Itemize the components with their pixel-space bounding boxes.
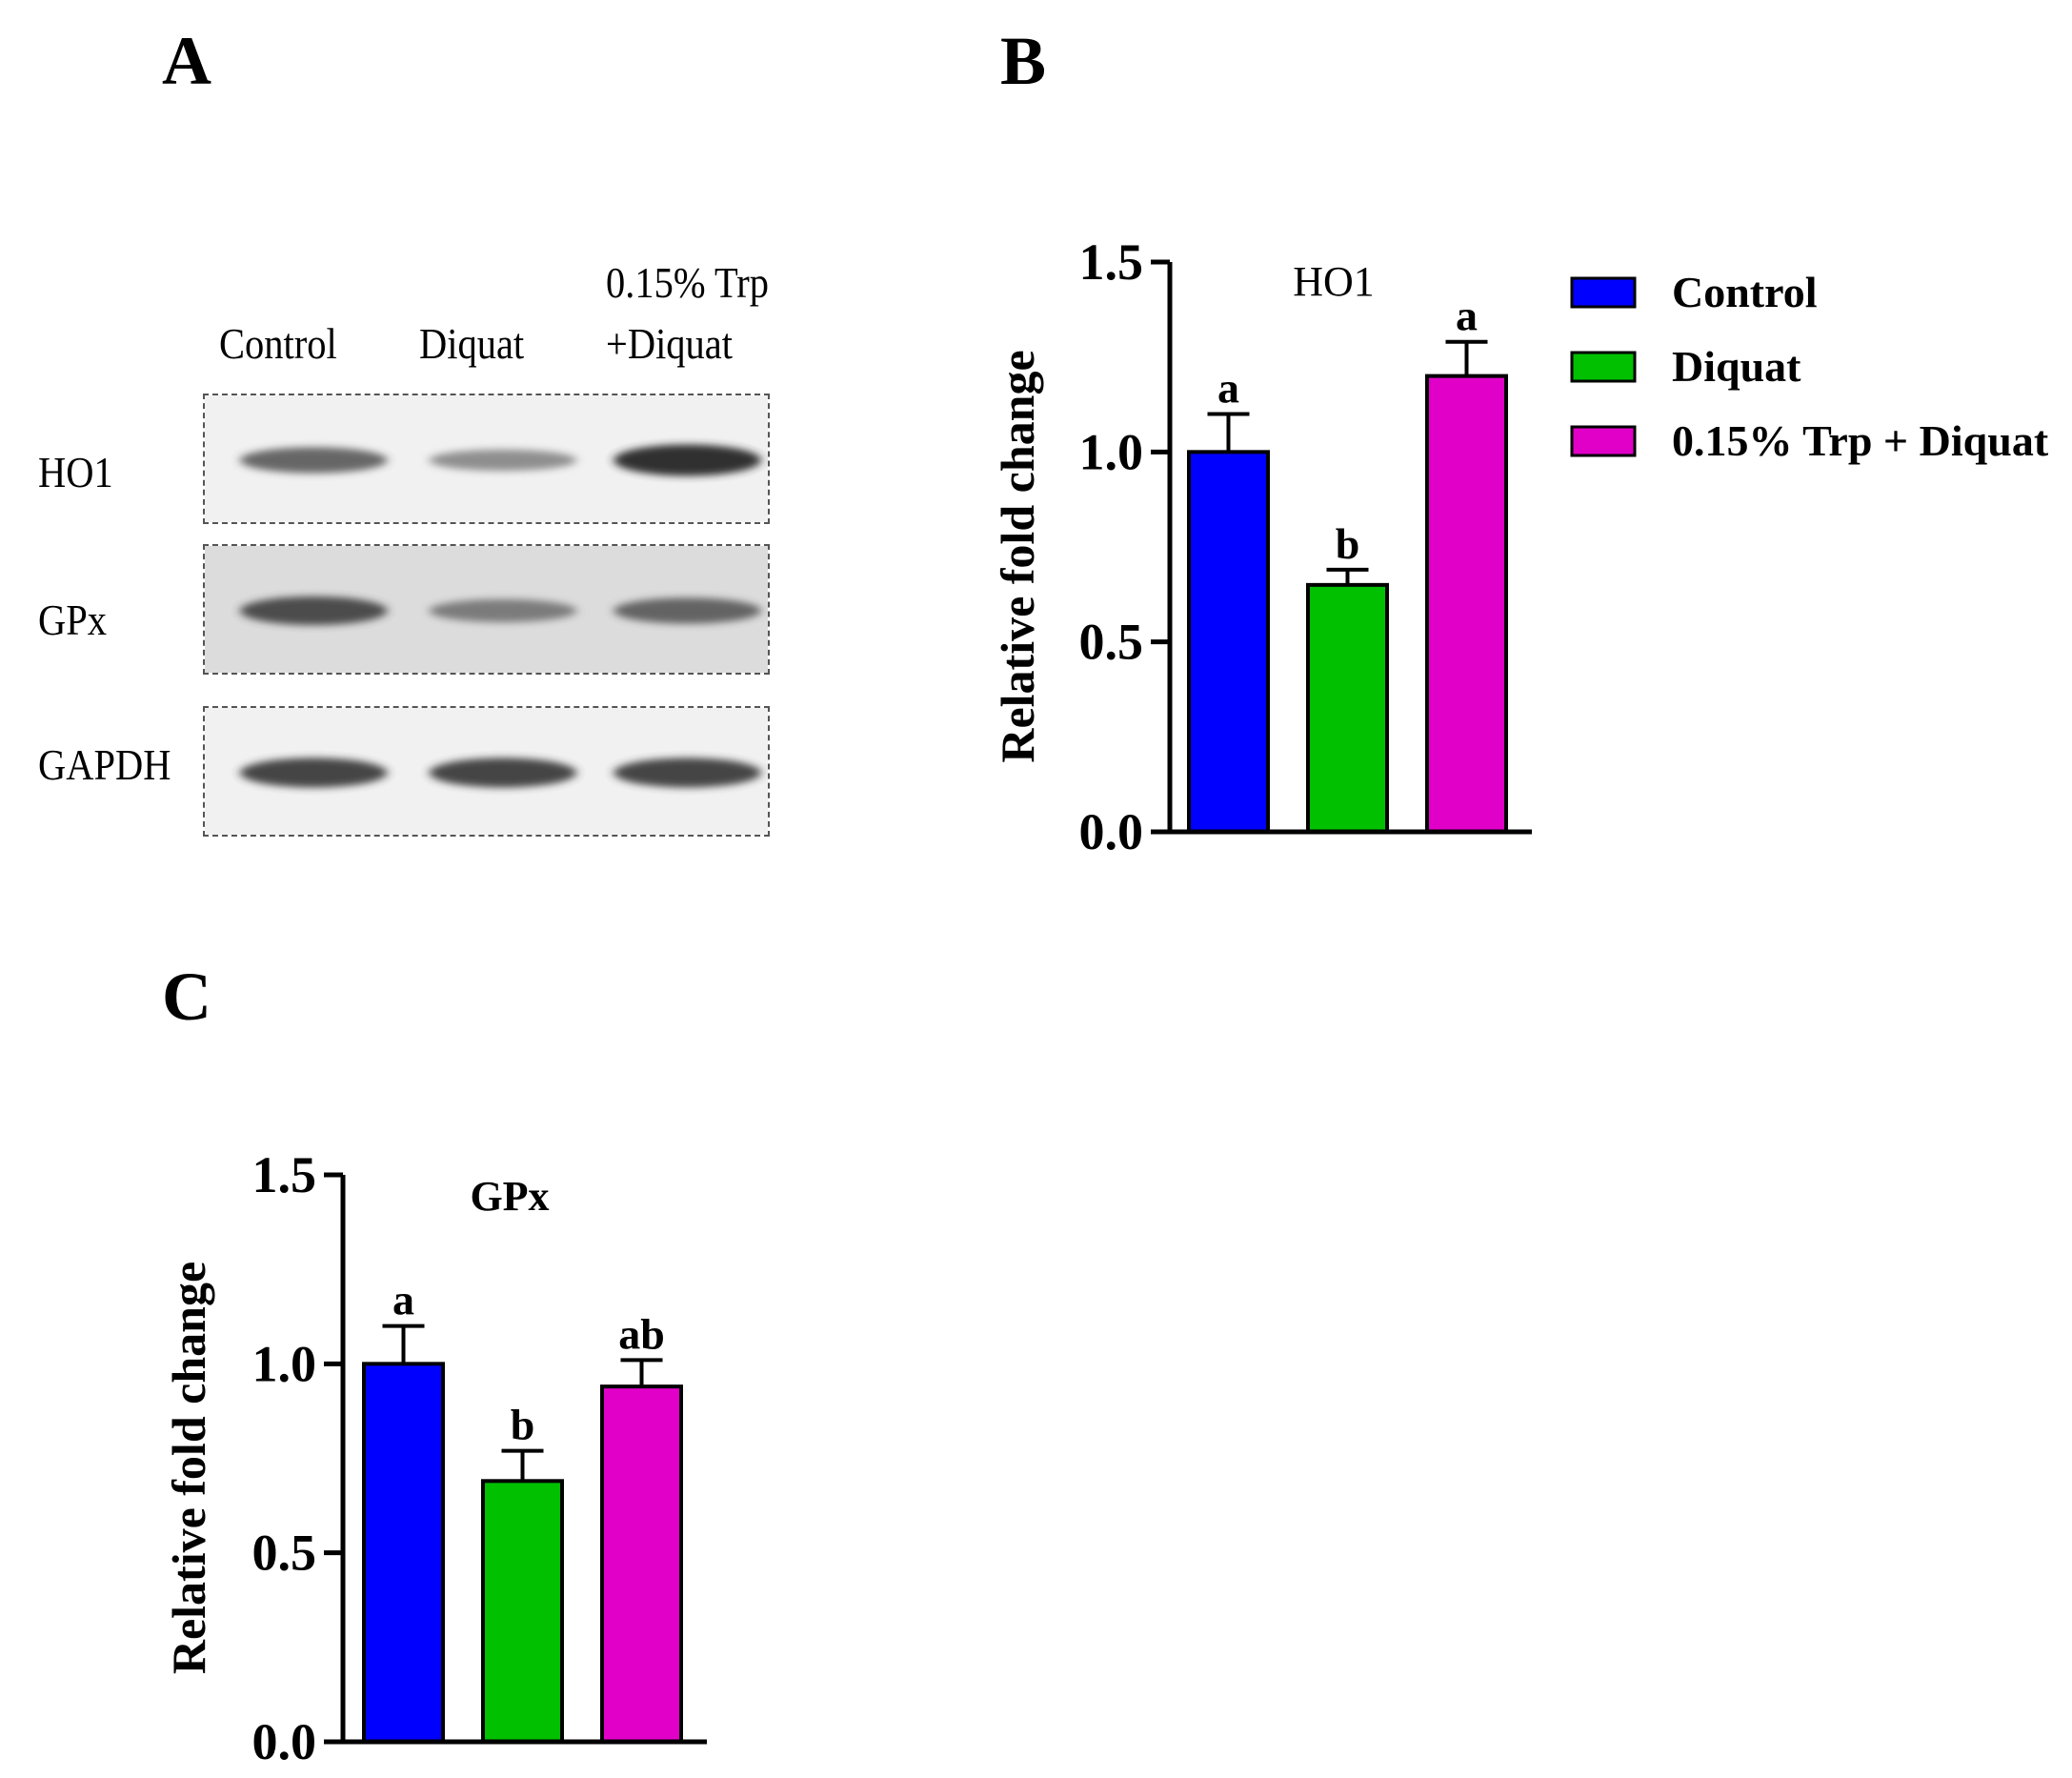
blot-strip-gpx (203, 544, 770, 675)
chart-title: GPx (470, 1173, 549, 1220)
row-label-ho1: HO1 (38, 448, 113, 496)
y-tick-label: 1.0 (1079, 423, 1144, 480)
y-tick-label: 1.5 (1079, 233, 1144, 291)
blot-band-gapdh-lane-2 (429, 758, 577, 788)
lane-label-control: Control (219, 319, 337, 368)
blot-band-gpx-lane-1 (239, 596, 388, 626)
panel-label-b: B (1000, 23, 1047, 99)
bar-gpx-1 (362, 1362, 445, 1745)
legend-label-2: Diquat (1672, 342, 1801, 391)
blot-strip-gapdh (203, 706, 770, 837)
legend-swatch-1 (1570, 276, 1637, 309)
legend-swatch-3 (1570, 425, 1637, 457)
significance-label-gpx-3: ab (618, 1309, 665, 1358)
lane-label-trp-line2: +Diquat (606, 319, 734, 368)
blot-band-ho1-lane-3 (614, 444, 762, 476)
y-tick-label: 0.5 (252, 1525, 317, 1582)
significance-label-ho1-1: a (1217, 363, 1239, 412)
bar-gpx-3 (600, 1384, 683, 1744)
y-tick-label: 0.0 (1079, 803, 1144, 860)
significance-label-gpx-1: a (392, 1276, 414, 1324)
y-tick-label: 0.0 (252, 1713, 317, 1770)
bar-gpx-2 (481, 1479, 564, 1745)
blot-band-gpx-lane-3 (614, 597, 762, 624)
significance-label-gpx-2: b (511, 1401, 535, 1449)
blot-band-gapdh-lane-3 (614, 758, 762, 788)
blot-band-ho1-lane-2 (429, 449, 577, 472)
legend-label-3: 0.15% Trp + Diquat (1672, 416, 2049, 465)
row-label-gpx: GPx (38, 596, 107, 644)
blot-strip-ho1 (203, 394, 770, 524)
lane-label-trp-line1: 0.15% Trp (606, 258, 769, 307)
legend-swatch-2 (1570, 351, 1637, 383)
y-axis-label: Relative fold change (991, 350, 1044, 762)
legend-label-1: Control (1672, 268, 1818, 316)
bar-ho1-1 (1187, 450, 1270, 834)
legend: Control Diquat 0.15% Trp + Diquat (1570, 268, 2049, 465)
blot-band-gapdh-lane-1 (239, 758, 388, 788)
significance-label-ho1-3: a (1456, 292, 1478, 340)
chart-title: HO1 (1293, 258, 1375, 305)
panel-label-c: C (162, 959, 211, 1035)
bar-chart-ho1: a b a 0.0 0.5 1.0 1.5 HO1 Relative fold change (991, 233, 1532, 860)
panel-label-a: A (162, 23, 211, 99)
y-tick-label: 0.5 (1079, 614, 1144, 671)
significance-label-ho1-2: b (1336, 519, 1360, 568)
bar-ho1-3 (1425, 374, 1508, 834)
lane-label-diquat: Diquat (419, 319, 525, 368)
bar-ho1-2 (1306, 582, 1389, 834)
row-label-gapdh: GAPDH (38, 740, 171, 789)
y-axis-label: Relative fold change (162, 1262, 215, 1674)
blot-band-gpx-lane-2 (429, 598, 577, 623)
y-tick-label: 1.5 (252, 1146, 317, 1203)
y-tick-label: 1.0 (252, 1335, 317, 1392)
blot-band-ho1-lane-1 (239, 447, 388, 474)
